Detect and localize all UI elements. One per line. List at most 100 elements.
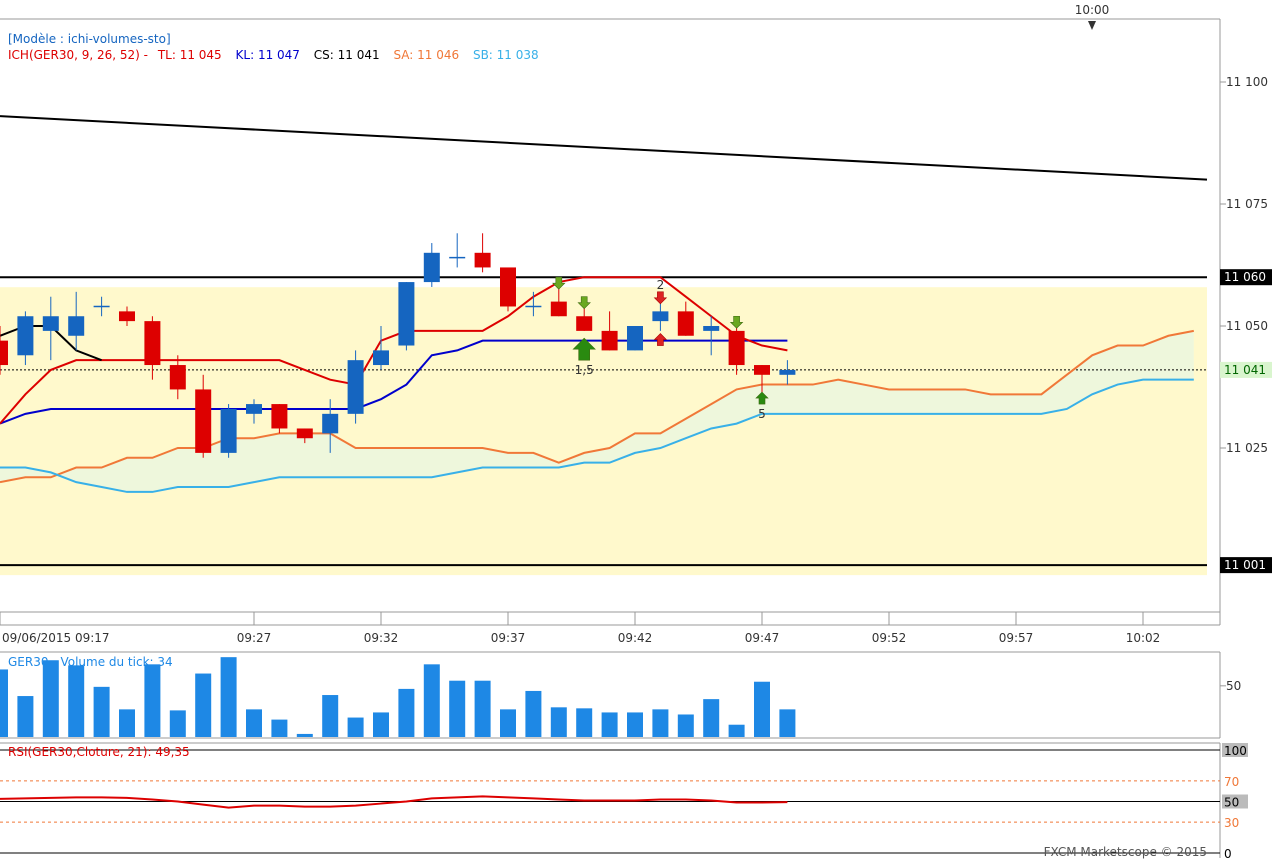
candle[interactable] [271,404,288,434]
volume-bar[interactable] [93,686,110,737]
volume-bar[interactable] [500,709,516,737]
volume-bar[interactable] [474,680,491,737]
template-label: [Modèle : ichi-volumes-sto] [8,32,171,46]
volume-bar[interactable] [17,696,34,737]
time-marker-icon[interactable] [1088,21,1096,30]
candle[interactable] [398,282,415,351]
volume-bar[interactable] [525,690,542,737]
main-legend: [Modèle : ichi-volumes-sto] ICH(GER30, 9… [8,32,539,62]
signal-down-arrow-icon[interactable] [552,276,566,290]
chikou-line [0,325,102,362]
rsi-tick: 70 [1224,775,1239,789]
candle[interactable] [779,360,796,385]
volume-bar[interactable] [728,724,745,737]
candle[interactable] [373,326,389,370]
svg-text:0: 0 [1224,847,1232,860]
signal-label: 5 [758,407,766,421]
volume-bar[interactable] [296,733,313,737]
tenkan-line [0,276,788,425]
volume-panel[interactable]: GER30 - Volume du tick: 34 50 [0,651,1241,739]
volume-bar[interactable] [322,695,339,737]
volume-bar[interactable] [373,712,389,737]
candle[interactable] [119,306,135,326]
time-axis[interactable]: 09/06/2015 09:17 09:27 09:32 09:37 09:42 09:4… [0,612,1160,645]
time-tick-label: 09:42 [618,631,653,645]
rsi-panel[interactable]: RSI(GER30,Cloture, 21): 49,35 100 70 50 30 0 [0,742,1248,860]
signal-down-arrow-icon[interactable]: 2 [653,278,668,305]
signal-label: 2 [657,278,665,292]
volume-bar[interactable] [169,710,186,737]
volume-bar[interactable] [220,657,237,737]
svg-text:11 041: 11 041 [1224,363,1266,377]
candle[interactable] [525,291,542,317]
volume-bar[interactable] [550,707,567,737]
candle[interactable] [500,267,516,312]
volume-bar[interactable] [652,709,669,737]
signal-up-arrow-icon[interactable] [653,333,668,346]
candle[interactable] [601,311,618,351]
candle[interactable] [0,326,8,375]
volume-bar[interactable] [627,712,643,737]
rsi-levels [0,749,1220,854]
candle[interactable] [474,233,491,273]
volume-bar[interactable] [246,709,262,737]
sb-value: SB: 11 038 [473,48,539,62]
candle[interactable] [93,296,110,317]
volume-bar[interactable] [677,714,694,737]
volume-bar[interactable] [754,681,770,737]
rsi-tick: 50 [1222,794,1248,810]
signal-down-arrow-icon[interactable] [729,315,744,329]
candle[interactable] [347,350,364,424]
volume-bar[interactable] [576,708,593,737]
candle[interactable] [449,233,466,268]
volume-bar[interactable] [119,709,135,737]
time-tick-label: 09/06/2015 09:17 [2,631,110,645]
signal-up-arrow-icon[interactable]: 5 [755,391,769,421]
volume-bar[interactable] [423,664,440,737]
volume-bar[interactable] [0,669,8,737]
volume-bar[interactable] [271,719,288,737]
signal-arrows: 1,5 2 5 [552,276,769,421]
candle[interactable] [296,428,313,444]
candle[interactable] [322,399,339,453]
ichimoku-cloud [0,330,1194,492]
signal-down-arrow-icon[interactable] [577,296,591,310]
candle[interactable] [220,404,237,458]
candle[interactable] [627,326,643,351]
candle[interactable] [169,355,186,400]
signal-up-arrow-icon[interactable]: 1,5 [572,337,596,377]
volume-bar[interactable] [398,688,415,737]
price-tick-label: 11 050 [1226,319,1268,333]
candle[interactable] [728,326,745,375]
candle[interactable] [195,374,212,458]
volume-bar[interactable] [347,717,364,737]
candle[interactable] [703,316,720,356]
cs-value: CS: 11 041 [314,48,380,62]
volume-bar[interactable] [144,664,161,737]
svg-text:11 060: 11 060 [1224,270,1266,284]
volume-bar[interactable] [42,660,59,737]
candle[interactable] [144,316,161,380]
svg-text:30: 30 [1224,816,1239,830]
footer-credit: FXCM Marketscope © 2015 [1044,845,1207,859]
candle[interactable] [246,399,262,424]
candle[interactable] [652,301,669,331]
volume-bar[interactable] [779,709,796,737]
trend-line[interactable] [0,115,1208,181]
volume-bar[interactable] [449,680,466,737]
time-tick-label: 09:57 [999,631,1034,645]
price-axis[interactable]: 11 100 11 075 11 050 11 025 11 060 11 041 11 0… [1220,75,1272,574]
volume-bar[interactable] [601,712,618,737]
volume-bar[interactable] [703,699,720,737]
volume-bar[interactable] [195,673,212,737]
candle[interactable] [68,291,85,351]
candle[interactable] [423,243,440,287]
volume-bar[interactable] [68,665,85,737]
rsi-line [0,795,788,809]
candle[interactable] [677,301,694,336]
time-tick-label: 09:32 [364,631,399,645]
candle[interactable] [42,296,59,361]
price-panel[interactable]: 1,5 2 5 [0,18,1220,576]
candle[interactable] [17,311,34,366]
